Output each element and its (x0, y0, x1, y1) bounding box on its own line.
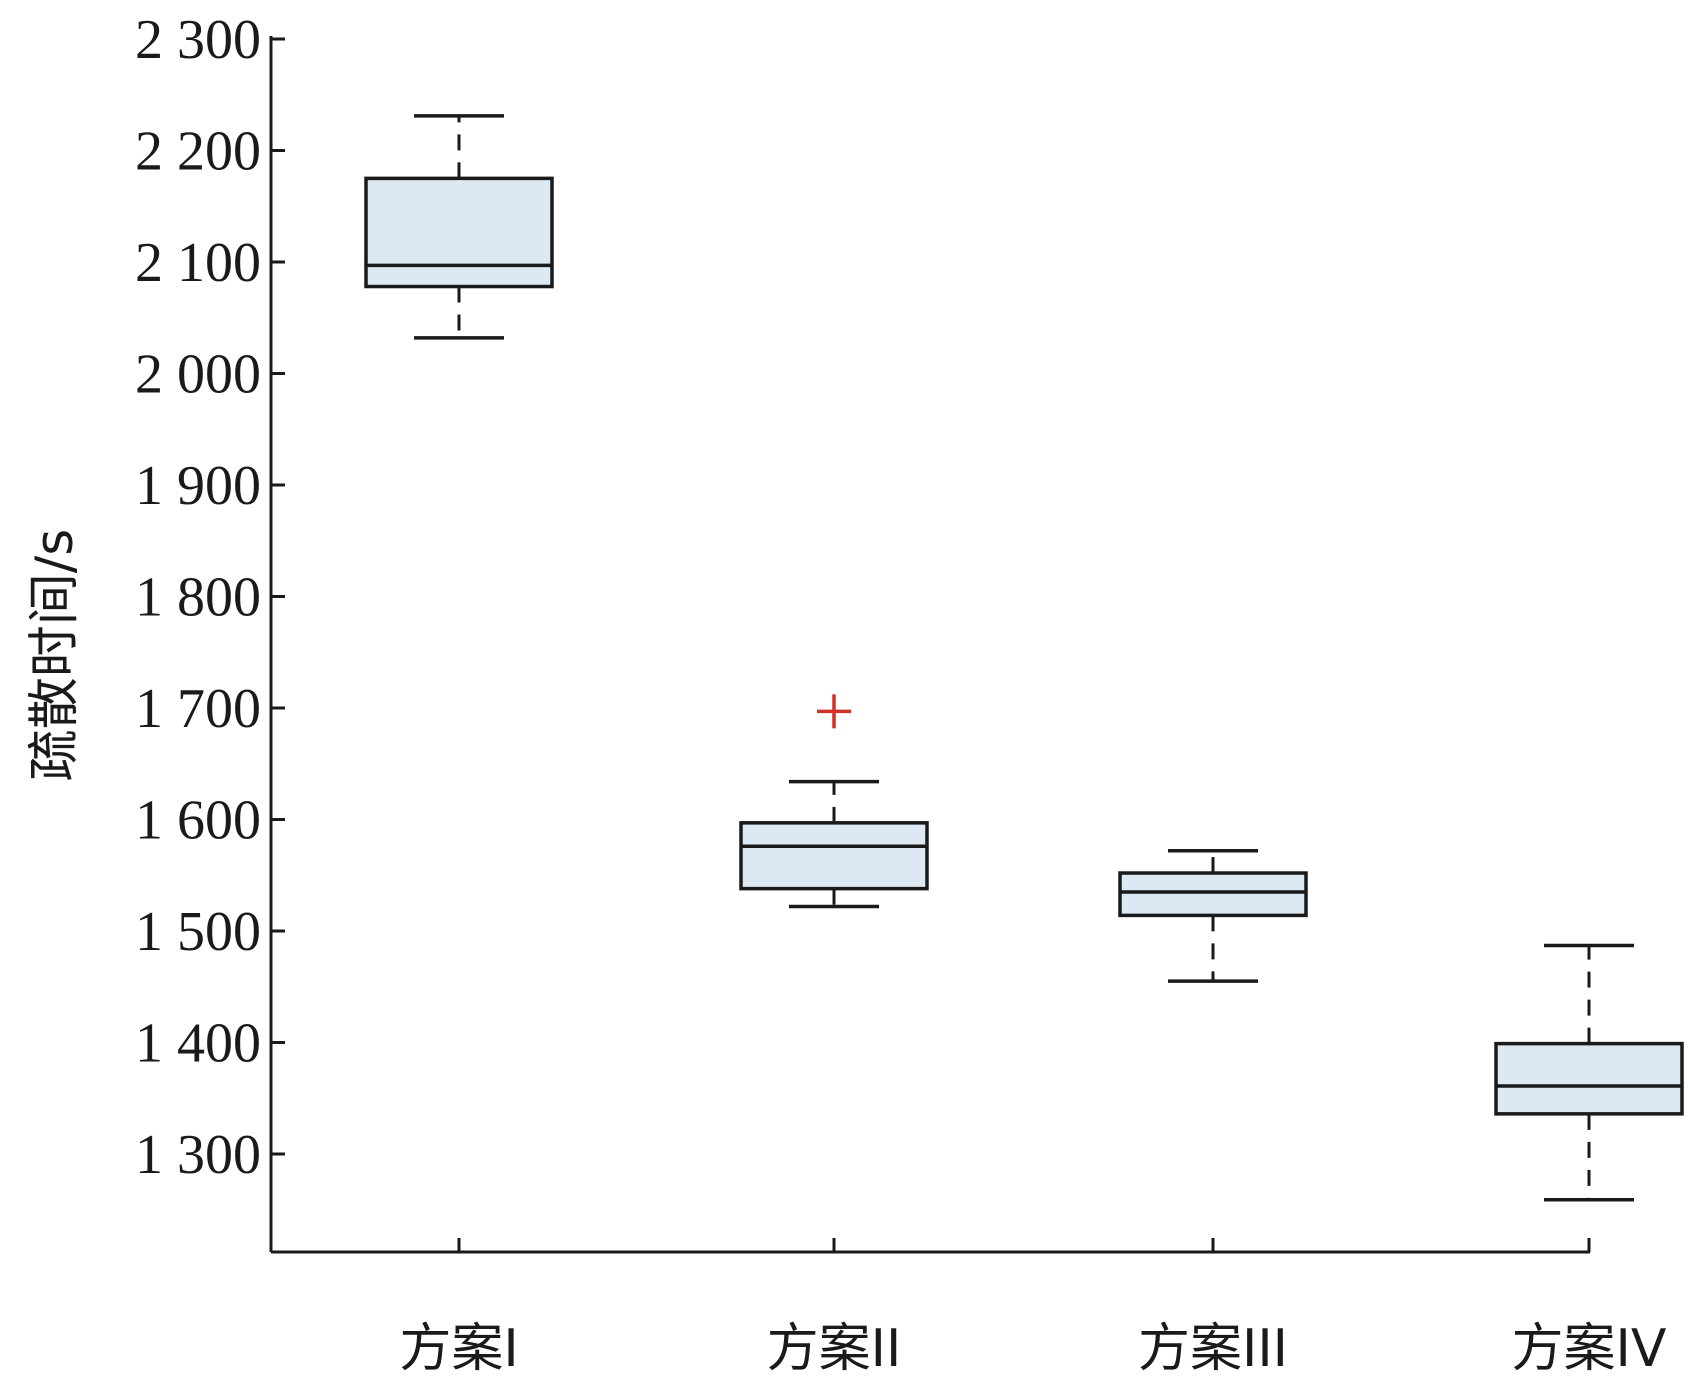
y-tick-label: 2 300 (135, 9, 261, 71)
y-tick-label: 2 000 (135, 344, 261, 406)
labels-group: 1 300 1 400 1 500 1 600 1 700 1 800 1 900 2 000… (25, 9, 1667, 1379)
y-tick-label: 2 100 (135, 232, 261, 294)
box-iqr (364, 176, 554, 289)
y-axis-title: 疏散时间/s (25, 529, 85, 782)
boxes-group (364, 114, 1684, 1202)
y-tick-label: 1 900 (135, 455, 261, 517)
axes-group (269, 36, 1591, 1254)
x-category-label: 方案I (399, 1319, 518, 1379)
x-category-label: 方案IV (1512, 1319, 1667, 1379)
x-category-label: 方案III (1138, 1319, 1288, 1379)
box-iqr (1494, 1041, 1684, 1116)
y-tick-label: 1 400 (135, 1013, 261, 1075)
y-tick-label: 2 200 (135, 121, 261, 183)
box-group (1118, 848, 1308, 983)
box-iqr (1118, 871, 1308, 918)
y-tick-label: 1 800 (135, 567, 261, 629)
y-tick-label: 1 300 (135, 1124, 261, 1186)
x-category-label: 方案II (767, 1319, 902, 1379)
box-iqr (739, 821, 929, 891)
box-group (739, 694, 929, 909)
y-tick-label: 1 700 (135, 678, 261, 740)
y-tick-label: 1 600 (135, 790, 261, 852)
box-group (1494, 943, 1684, 1202)
box-group (364, 114, 554, 340)
y-tick-label: 1 500 (135, 901, 261, 963)
